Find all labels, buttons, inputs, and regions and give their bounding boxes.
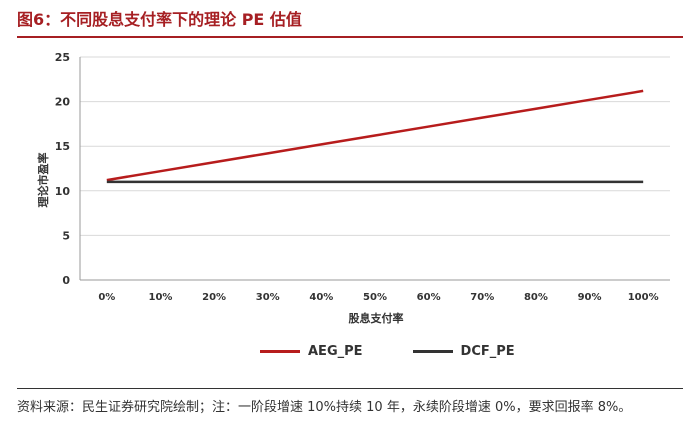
- legend-swatch-aeg: [260, 350, 300, 353]
- x-tick-label: 40%: [309, 292, 333, 303]
- legend-label-aeg: AEG_PE: [308, 344, 363, 359]
- x-tick-label: 30%: [256, 292, 280, 303]
- x-tick-label: 80%: [524, 292, 548, 303]
- footer-divider: [17, 388, 683, 389]
- x-tick-label: 90%: [578, 292, 602, 303]
- legend-label-dcf: DCF_PE: [460, 344, 515, 359]
- y-tick-labels: 0 5 10 15 20 25: [55, 51, 71, 287]
- title-divider: [17, 36, 683, 38]
- x-tick-label: 100%: [628, 292, 659, 303]
- y-tick-label: 5: [62, 229, 70, 242]
- x-tick-label: 20%: [202, 292, 226, 303]
- x-tick-label: 10%: [148, 292, 172, 303]
- x-axis-label: 股息支付率: [349, 311, 404, 325]
- legend-item-dcf: DCF_PE: [412, 344, 515, 359]
- x-tick-label: 70%: [470, 292, 494, 303]
- y-axis-label: 理论市盈率: [36, 153, 50, 208]
- y-tick-label: 25: [55, 51, 70, 64]
- x-tick-labels: 0% 10% 20% 30% 40% 50% 60% 70% 80% 90% 100%: [98, 292, 658, 303]
- x-tick-label: 0%: [98, 292, 115, 303]
- chart-title: 图6：不同股息支付率下的理论 PE 估值: [17, 10, 302, 29]
- axes: [79, 57, 670, 281]
- line-chart: 0 5 10 15 20 25 0% 10% 20% 30% 40% 50% 60% 70% 80% 90%…: [36, 51, 670, 325]
- legend: AEG_PE DCF_PE: [260, 344, 565, 359]
- source-note: 资料来源：民生证券研究院绘制；注：一阶段增速 10%持续 10 年，永续阶段增速…: [17, 400, 632, 415]
- y-tick-label: 0: [62, 274, 70, 287]
- gridlines: [80, 56, 670, 236]
- series-line-aeg-pe: [106, 89, 644, 182]
- x-tick-label: 50%: [363, 292, 387, 303]
- y-tick-label: 10: [55, 185, 71, 198]
- legend-item-aeg: AEG_PE: [260, 344, 363, 359]
- x-tick-label: 60%: [417, 292, 441, 303]
- y-tick-label: 20: [55, 96, 71, 109]
- y-tick-label: 15: [55, 140, 70, 153]
- legend-swatch-dcf: [412, 350, 453, 353]
- series-lines: [106, 89, 644, 184]
